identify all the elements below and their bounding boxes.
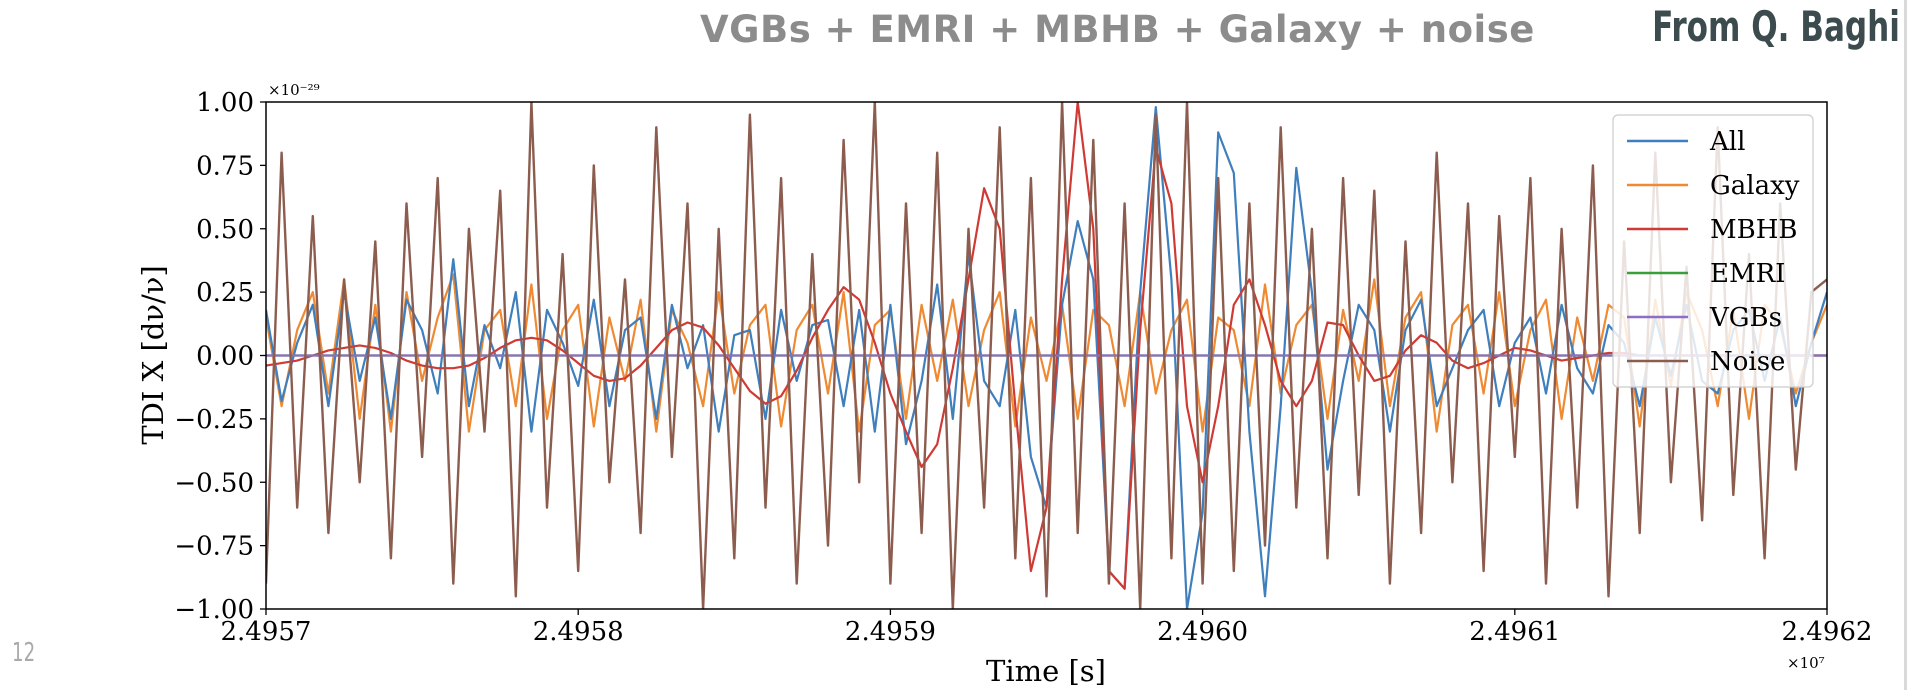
x-tick-label: 2.4957 — [221, 617, 312, 647]
y-tick-label: −0.50 — [174, 468, 254, 498]
legend-items: All Galaxy MBHB EMRI VGBs Noise — [1627, 127, 1800, 377]
legend-box — [1612, 114, 1814, 388]
legend-label-galaxy: Galaxy — [1710, 171, 1800, 201]
series-line-galaxy — [266, 273, 1827, 433]
series-line-mbhb — [266, 102, 1827, 590]
y-tick-label: 0.00 — [196, 342, 254, 372]
y-tick-label: 0.75 — [196, 151, 254, 181]
legend: All Galaxy MBHB EMRI VGBs Noise — [1612, 114, 1814, 388]
y-tick-label: −0.75 — [174, 532, 254, 562]
y-tick-label: −1.00 — [174, 595, 254, 625]
x-tick-label: 2.4960 — [1157, 617, 1248, 647]
y-tick-label: 1.00 — [196, 88, 254, 118]
y-axis-title: TDI X [dν/ν] — [136, 265, 170, 444]
x-tick-label: 2.4958 — [533, 617, 624, 647]
slide-edge-divider — [1904, 0, 1907, 690]
page-number: 12 — [12, 638, 36, 668]
y-scale-label: ×10⁻²⁹ — [268, 81, 320, 99]
legend-label-noise: Noise — [1710, 347, 1785, 377]
ticks-layer: 2.4957 2.4958 2.4959 2.4960 2.4961 2.4962 1.00… — [174, 88, 1872, 647]
y-tick-label: 0.50 — [196, 215, 254, 245]
y-tick-label: 0.25 — [196, 278, 254, 308]
y-tick-label: −0.25 — [174, 405, 254, 435]
legend-label-mbhb: MBHB — [1710, 215, 1798, 245]
series-line-noise — [266, 102, 1827, 609]
slide-title: VGBs + EMRI + MBHB + Galaxy + noise — [700, 8, 1535, 51]
x-tick-label: 2.4962 — [1782, 617, 1873, 647]
x-axis-title: Time [s] — [986, 654, 1106, 688]
x-scale-label: ×10⁷ — [1787, 654, 1825, 672]
legend-label-all: All — [1709, 127, 1745, 157]
attribution-text: From Q. Baghi — [1652, 2, 1900, 51]
x-tick-label: 2.4959 — [845, 617, 936, 647]
legend-label-vgbs: VGBs — [1709, 303, 1782, 333]
legend-label-emri: EMRI — [1710, 259, 1785, 289]
series-layer — [266, 102, 1827, 609]
x-tick-label: 2.4961 — [1469, 617, 1560, 647]
